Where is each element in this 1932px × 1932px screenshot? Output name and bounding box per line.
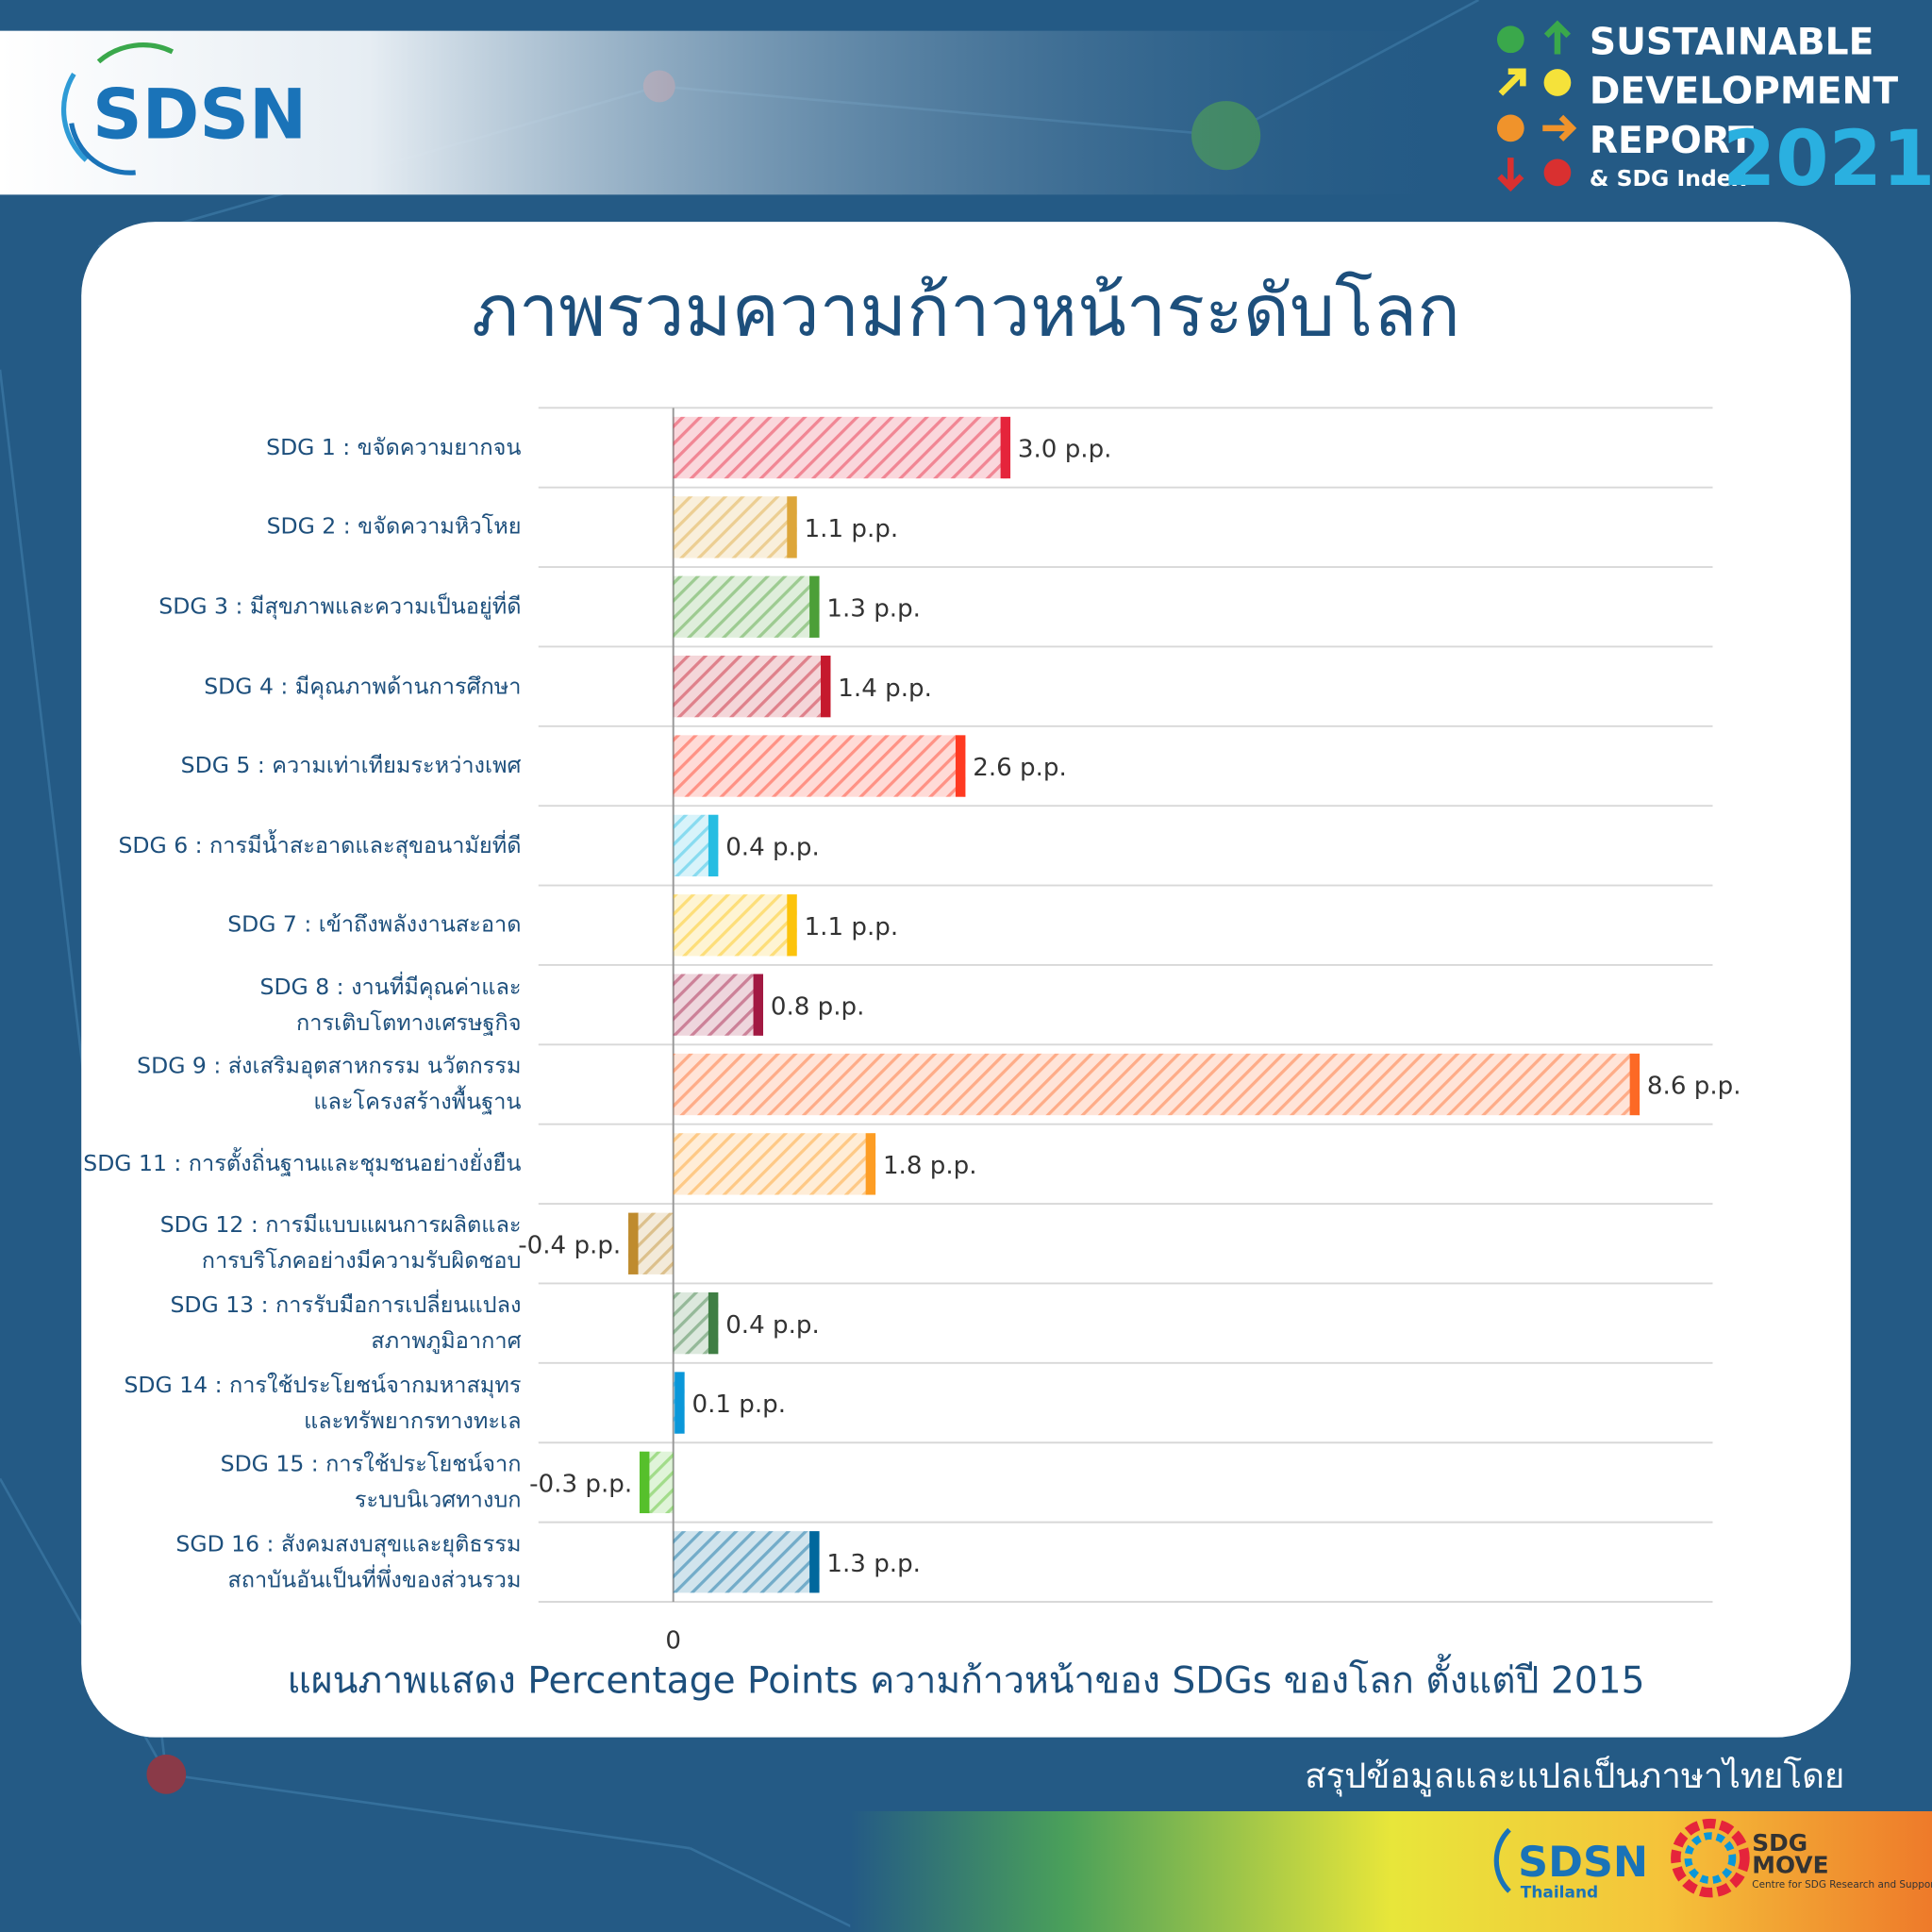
category-label: SGD 16 : สังคมสงบสุขและยุติธรรม สถาบันอั… <box>175 1531 522 1593</box>
partner-subname: Thailand <box>1521 1883 1598 1902</box>
category-label: SDG 11 : การตั้งถิ่นฐานและชุมชนอย่างยั่ง… <box>83 1151 522 1177</box>
x-tick-label: 0 <box>665 1626 681 1655</box>
category-label: SDG 8 : งานที่มีคุณค่าและ การเติบโตทางเศ… <box>259 974 522 1036</box>
category-label-box: SDG 11 : การตั้งถิ่นฐานและชุมชนอย่างยั่ง… <box>83 1151 522 1177</box>
bar-end-cap <box>955 735 966 797</box>
value-label: 0.4 p.p. <box>725 834 820 862</box>
report-icons <box>1496 20 1577 192</box>
chart-caption: แผนภาพแสดง Percentage Points ความก้าวหน้… <box>287 1654 1644 1703</box>
category-label-box: SGD 16 : สังคมสงบสุขและยุติธรรม สถาบันอั… <box>175 1531 522 1593</box>
category-label: SDG 13 : การรับมือการเปลี่ยนแปลง สภาพภูม… <box>170 1291 522 1355</box>
category-label-box: SDG 3 : มีสุขภาพและความเป็นอยู่ที่ดี <box>158 593 522 620</box>
bar-end-cap <box>809 1531 820 1593</box>
bar <box>673 974 764 1036</box>
value-label: 1.8 p.p. <box>883 1152 977 1180</box>
category-label-box: SDG 5 : ความเท่าเทียมระหว่างเพศ <box>180 753 522 779</box>
report-title: REPORT <box>1590 120 1754 162</box>
category-label: SDG 6 : การมีน้ำสะอาดและสุขอนามัยที่ดี <box>118 832 522 859</box>
credit: สรุปข้อมูลและแปลเป็นภาษาไทยโดย <box>1305 1755 1844 1797</box>
category-label: SDG 4 : มีคุณภาพด้านการศึกษา <box>204 673 522 700</box>
bar-end-cap <box>821 655 831 718</box>
category-label: SDG 2 : ขจัดความหิวโหย <box>266 514 522 541</box>
value-label: 1.1 p.p. <box>805 515 899 543</box>
value-label: 1.4 p.p. <box>838 675 932 703</box>
value-label: 8.6 p.p. <box>1647 1073 1741 1101</box>
value-label: 0.8 p.p. <box>771 992 865 1021</box>
category-label: SDG 14 : การใช้ประโยชน์จากมหาสมุทร และทร… <box>124 1372 522 1434</box>
logo: SDSN <box>92 75 307 155</box>
value-label: 2.6 p.p. <box>973 754 1067 782</box>
value-label: 0.1 p.p. <box>691 1391 786 1419</box>
bar-end-cap <box>708 1291 719 1355</box>
report-title: DEVELOPMENT <box>1590 71 1898 113</box>
partner-subname: Centre for SDG Research and Support <box>1752 1879 1932 1890</box>
bar-end-cap <box>787 894 797 957</box>
category-label-box: SDG 7 : เข้าถึงพลังงานสะอาด <box>227 912 522 939</box>
category-label-box: SDG 6 : การมีน้ำสะอาดและสุขอนามัยที่ดี <box>118 832 522 859</box>
bar <box>673 416 1011 479</box>
bar-end-cap <box>1000 416 1011 479</box>
category-label-box: SDG 2 : ขจัดความหิวโหย <box>266 514 522 541</box>
bar <box>673 1531 820 1593</box>
header-band <box>0 30 1479 195</box>
value-label: -0.3 p.p. <box>529 1471 632 1499</box>
report-subtitle: & SDG Index <box>1590 165 1746 192</box>
bar-end-cap <box>708 814 719 877</box>
bar-end-cap <box>809 575 820 638</box>
node <box>146 1754 187 1794</box>
category-label: SDG 3 : มีสุขภาพและความเป็นอยู่ที่ดี <box>158 593 522 620</box>
category-label: SDG 7 : เข้าถึงพลังงานสะอาด <box>227 912 522 939</box>
value-label: 1.3 p.p. <box>826 1550 921 1578</box>
bar <box>673 575 820 638</box>
category-label-box: SDG 12 : การมีแบบแผนการผลิตและ การบริโภค… <box>159 1212 522 1274</box>
category-label: SDG 5 : ความเท่าเทียมระหว่างเพศ <box>180 753 522 779</box>
bar-end-cap <box>1629 1053 1641 1116</box>
bar <box>673 1133 876 1195</box>
bar-end-cap <box>675 1372 685 1434</box>
category-label-box: SDG 13 : การรับมือการเปลี่ยนแปลง สภาพภูม… <box>170 1291 522 1355</box>
category-label-box: SDG 15 : การใช้ประโยชน์จาก ระบบนิเวศทางบ… <box>220 1451 522 1514</box>
sdg-wheel <box>1671 1818 1750 1898</box>
bar <box>673 894 797 957</box>
category-label-box: SDG 8 : งานที่มีคุณค่าและ การเติบโตทางเศ… <box>259 974 522 1036</box>
category-label: SDG 12 : การมีแบบแผนการผลิตและ การบริโภค… <box>159 1212 522 1274</box>
report-year: 2021 <box>1723 115 1932 204</box>
category-label: SDG 1 : ขจัดความยากจน <box>266 434 522 461</box>
bar <box>673 655 831 718</box>
chart-title: ภาพรวมความก้าวหน้าระดับโลก <box>472 269 1460 352</box>
category-label-box: SDG 4 : มีคุณภาพด้านการศึกษา <box>204 673 522 700</box>
sdsn-logo-ring <box>60 42 174 175</box>
partner-name: MOVE <box>1752 1851 1828 1878</box>
bar <box>673 735 966 797</box>
value-label: 3.0 p.p. <box>1018 436 1112 464</box>
bar <box>673 496 797 558</box>
category-label-box: SDG 9 : ส่งเสริมอุตสาหกรรม นวัตกรรม และโ… <box>137 1053 522 1116</box>
bar-end-cap <box>753 974 764 1036</box>
bar <box>673 1053 1641 1116</box>
category-label-box: SDG 14 : การใช้ประโยชน์จากมหาสมุทร และทร… <box>124 1372 522 1434</box>
bar-end-cap <box>639 1451 650 1514</box>
value-label: 1.3 p.p. <box>826 594 921 623</box>
bar-end-cap <box>628 1212 639 1274</box>
category-label-box: SDG 1 : ขจัดความยากจน <box>266 434 522 461</box>
value-label: -0.4 p.p. <box>518 1231 621 1259</box>
value-label: 0.4 p.p. <box>725 1311 820 1340</box>
partner-logo-ring <box>1493 1827 1511 1893</box>
report-title: SUSTAINABLE <box>1590 21 1874 63</box>
bar-end-cap <box>787 496 797 558</box>
bar-end-cap <box>865 1133 876 1195</box>
category-label: SDG 9 : ส่งเสริมอุตสาหกรรม นวัตกรรม และโ… <box>137 1053 522 1116</box>
value-label: 1.1 p.p. <box>805 913 899 941</box>
partner-name: SDG <box>1752 1829 1807 1857</box>
partner-name: SDSN <box>1518 1839 1648 1887</box>
plot: 0 SDG 1 : ขจัดความยากจน 3.0 p.p. SDG 2 : ขจ… <box>83 407 1741 1655</box>
category-label: SDG 15 : การใช้ประโยชน์จาก ระบบนิเวศทางบ… <box>220 1451 522 1514</box>
card <box>81 222 1851 1738</box>
footer-band <box>850 1811 1932 1932</box>
